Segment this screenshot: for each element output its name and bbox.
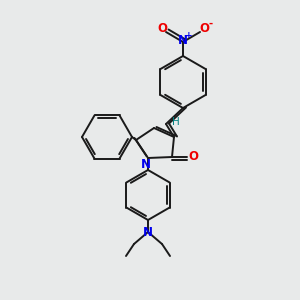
Text: +: + [185,32,193,40]
Text: N: N [143,226,153,238]
Text: O: O [188,151,198,164]
Text: O: O [157,22,167,35]
Text: N: N [141,158,151,170]
Text: N: N [178,34,188,47]
Text: H: H [172,117,180,127]
Text: O: O [199,22,209,35]
Text: -: - [209,19,213,29]
